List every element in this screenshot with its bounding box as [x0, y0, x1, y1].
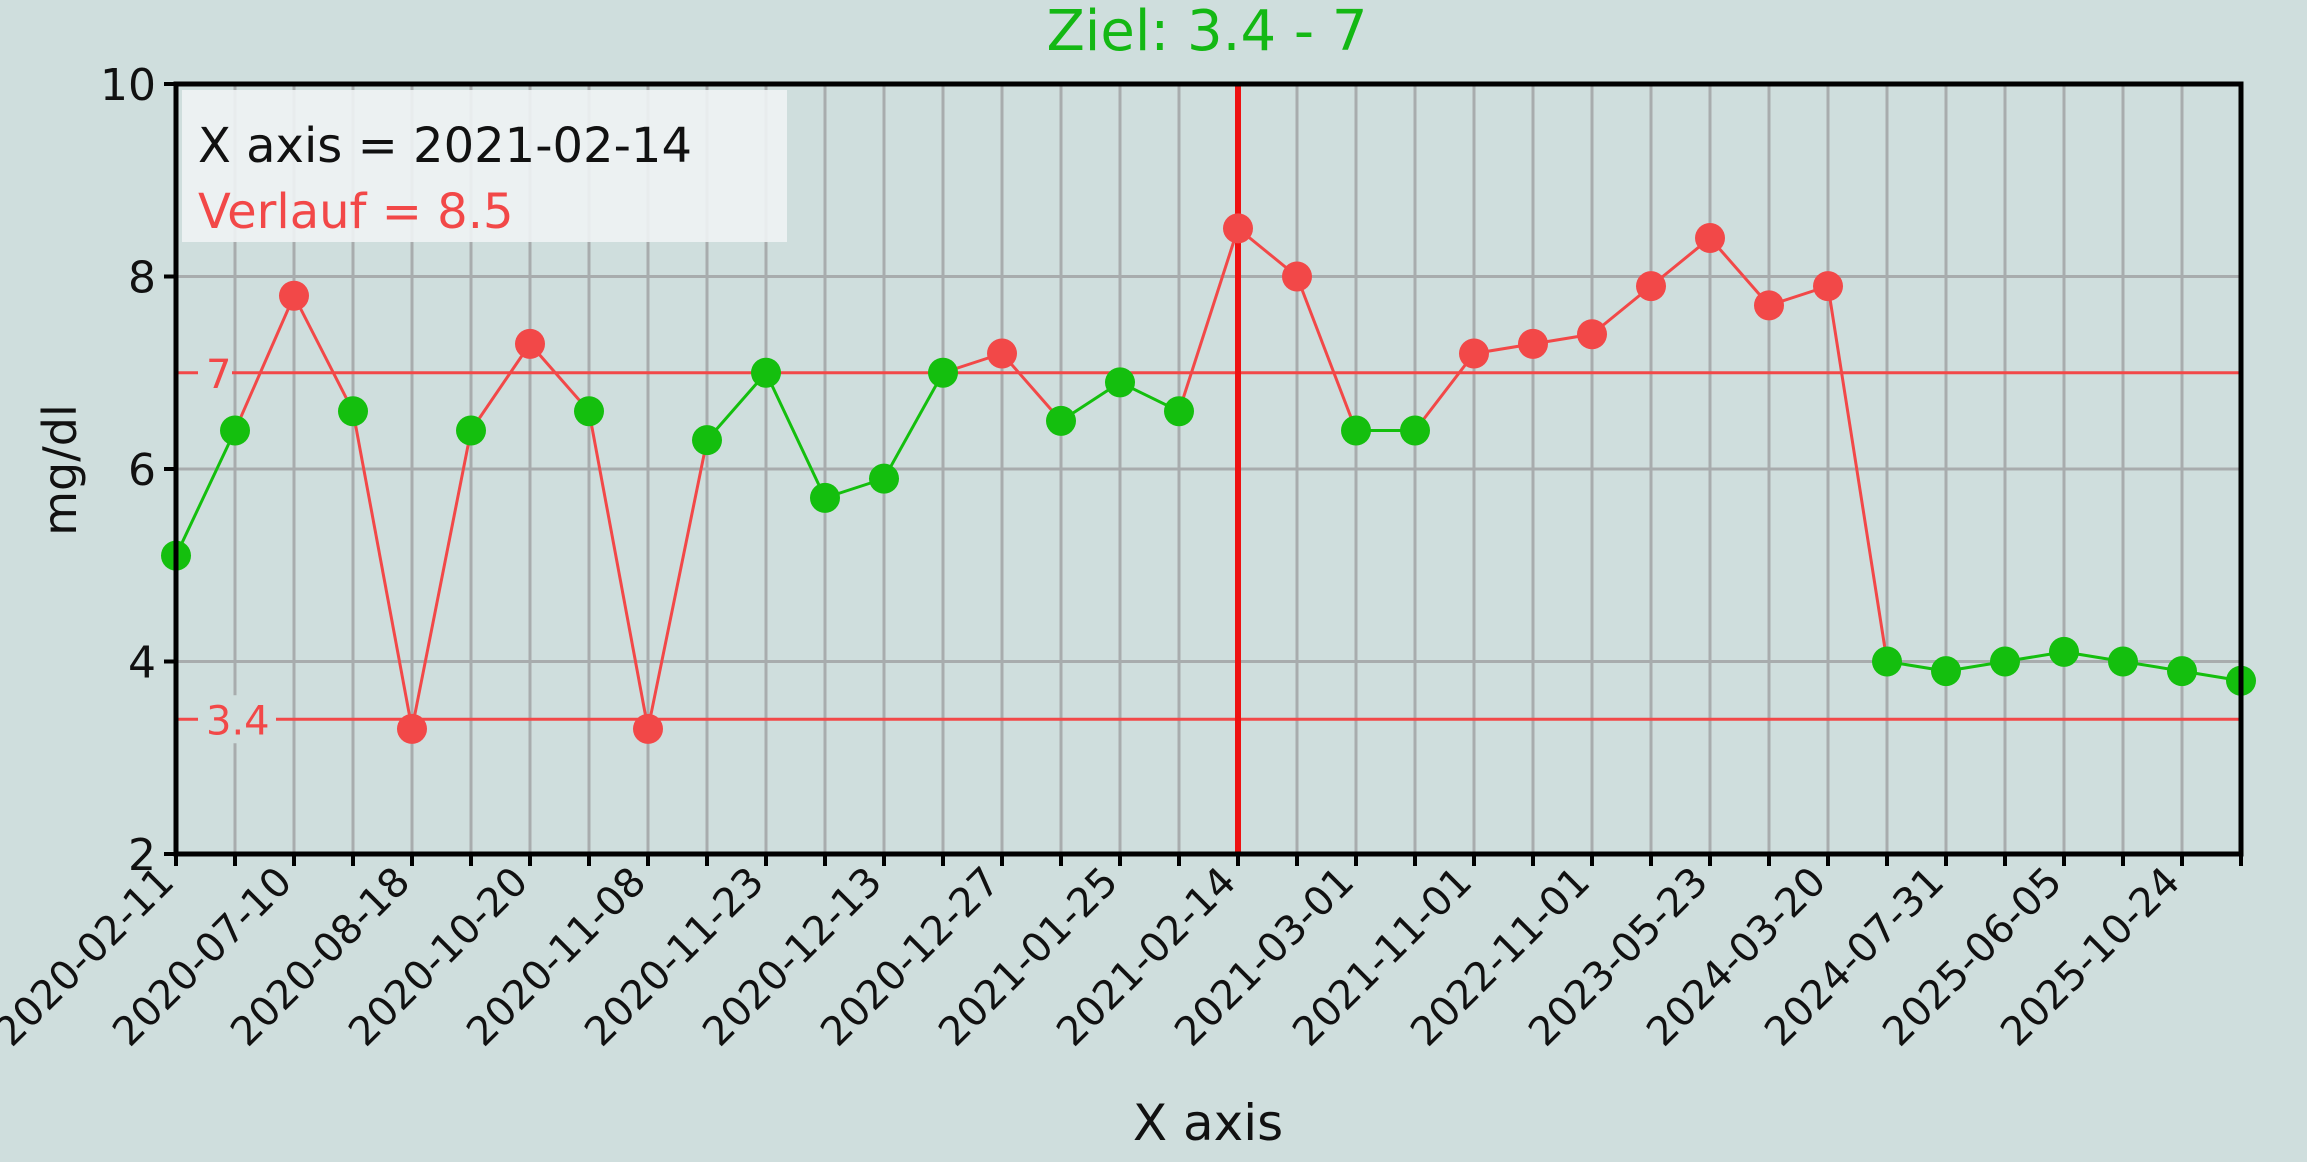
- series-segment: [764, 372, 827, 499]
- y-axis-label: mg/dl: [33, 404, 87, 536]
- data-point: [1341, 415, 1371, 446]
- data-point: [2108, 646, 2138, 677]
- series-segment: [1826, 285, 1889, 662]
- y-tick-label: 8: [128, 253, 156, 304]
- y-tick-label: 6: [128, 445, 156, 496]
- target-low-label-bg: [198, 695, 276, 744]
- series-segment: [1177, 227, 1240, 412]
- data-point: [928, 357, 958, 388]
- series-segment: [292, 295, 355, 412]
- data-point: [515, 328, 545, 359]
- target-high-label-bg: [198, 348, 232, 397]
- data-point: [338, 396, 368, 427]
- data-point: [1282, 261, 1312, 292]
- data-point: [2167, 656, 2197, 687]
- y-axis-ticks: 2 4 6 8 10: [100, 60, 176, 881]
- y-tick-label: 2: [128, 830, 156, 881]
- x-axis-ticks: 2020-02-112020-07-102020-08-182020-10-20…: [0, 854, 2243, 1055]
- series-segment: [1413, 352, 1476, 432]
- data-point: [1046, 405, 1076, 436]
- data-point: [397, 713, 427, 744]
- data-point: [1813, 271, 1843, 302]
- cursor-readout-box: X axis = 2021-02-14 Verlauf = 8.5: [182, 90, 787, 242]
- data-point: [1400, 415, 1430, 446]
- y-tick-label: 10: [100, 60, 156, 111]
- data-point: [456, 415, 486, 446]
- data-point: [1164, 396, 1194, 427]
- data-point: [1577, 319, 1607, 350]
- data-point: [1990, 646, 2020, 677]
- target-range-lines: 73.4: [176, 348, 2241, 744]
- data-point: [1223, 213, 1253, 244]
- series-segment: [233, 295, 296, 432]
- data-point: [220, 415, 250, 446]
- series-segment: [351, 410, 414, 730]
- series-segment: [882, 372, 945, 480]
- series-segment: [646, 439, 709, 730]
- data-point: [1518, 328, 1548, 359]
- x-axis-label: X axis: [1133, 1094, 1283, 1152]
- target-low-label: 3.4: [206, 698, 270, 744]
- data-point: [810, 482, 840, 513]
- data-point: [1105, 367, 1135, 398]
- series-segment: [587, 410, 650, 730]
- series-segment: [174, 429, 237, 557]
- chart-title: Ziel: 3.4 - 7: [1046, 0, 1367, 64]
- data-point: [869, 463, 899, 494]
- data-point: [1695, 223, 1725, 253]
- cursor-readout-background: [182, 90, 787, 242]
- data-point: [987, 338, 1017, 369]
- data-point: [1636, 271, 1666, 302]
- data-point: [751, 357, 781, 388]
- data-point: [574, 396, 604, 427]
- series-line: [174, 227, 2242, 730]
- cursor-x-readout: X axis = 2021-02-14: [198, 118, 692, 174]
- data-point: [633, 713, 663, 744]
- data-point: [1459, 338, 1489, 369]
- y-tick-label: 4: [128, 638, 156, 689]
- data-points: [161, 213, 2256, 744]
- data-point: [692, 425, 722, 456]
- series-segment: [1295, 275, 1358, 432]
- data-point: [279, 280, 309, 311]
- cursor-value-readout: Verlauf = 8.5: [198, 184, 514, 240]
- data-point: [1754, 290, 1784, 321]
- series-segment: [469, 343, 532, 432]
- target-high-label: 7: [206, 352, 231, 398]
- data-point: [1931, 656, 1961, 687]
- data-point: [2049, 636, 2079, 667]
- series-segment: [410, 430, 473, 730]
- data-point: [1872, 646, 1902, 677]
